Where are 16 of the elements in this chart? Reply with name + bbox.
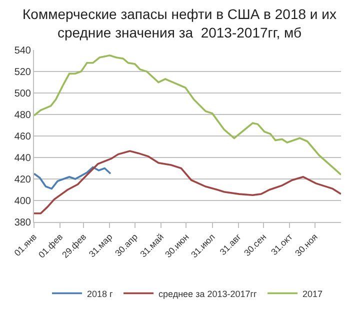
y-tick-label: 420 xyxy=(14,174,32,186)
y-tick-label: 540 xyxy=(14,46,32,56)
legend-label: 2017 xyxy=(302,288,323,299)
y-tick-label: 480 xyxy=(14,110,32,121)
legend-label: 2018 г xyxy=(87,288,114,299)
y-tick-label: 400 xyxy=(14,196,32,207)
y-tick-label: 500 xyxy=(14,88,32,100)
chart-title: Коммерческие запасы нефти в США в 2018 и их средние значения за 2013-2017гг, мб xyxy=(22,6,336,40)
y-tick-label: 520 xyxy=(14,67,32,78)
line-series xyxy=(34,150,341,214)
y-tick-label: 440 xyxy=(14,153,32,164)
legend-label: среднее за 2013-2017гг xyxy=(158,288,258,299)
y-tick-label: 380 xyxy=(14,218,32,228)
line-series xyxy=(34,166,112,190)
line-series xyxy=(34,54,341,176)
y-tick-label: 460 xyxy=(14,132,32,142)
